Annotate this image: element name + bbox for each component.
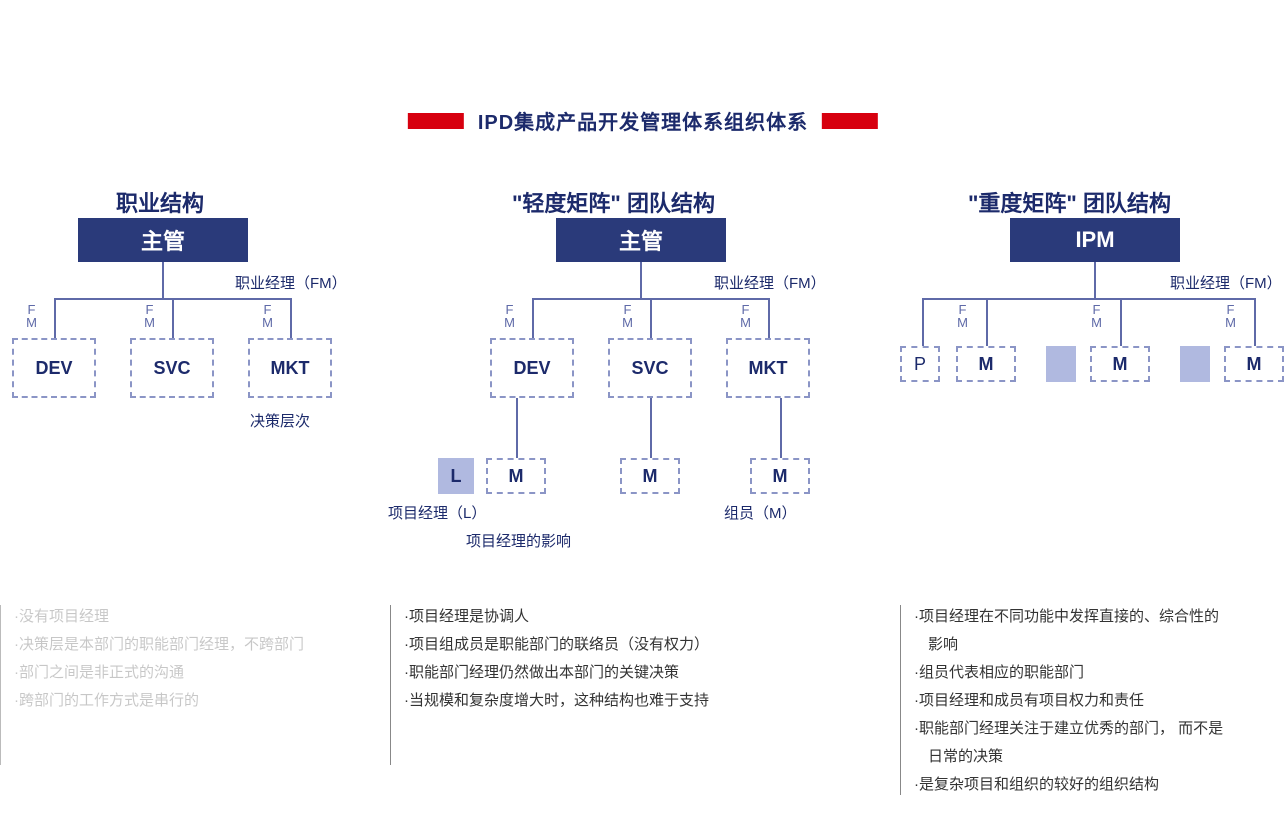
- col1-root-stem: [162, 262, 164, 298]
- col1-bullet-3: ·部门之间是非正式的沟通: [14, 661, 320, 685]
- col2-dept-svc-label: SVC: [631, 358, 668, 379]
- col3-link-1: [1046, 346, 1076, 382]
- col3-title: "重度矩阵" 团队结构: [968, 186, 1171, 218]
- col2-dept-dev-label: DEV: [513, 358, 550, 379]
- col2-drop-m2: [650, 398, 652, 458]
- col1-fm-v-3: FM: [260, 302, 275, 328]
- banner-right-bar: [822, 113, 878, 129]
- col3-p-label: P: [914, 354, 926, 375]
- col2-bullet-2: ·项目组成员是职能部门的联络员（没有权力）: [404, 633, 800, 657]
- col1-fm-v-2: FM: [142, 302, 157, 328]
- col3-m-3-label: M: [1247, 354, 1262, 375]
- col2-member-1: M: [486, 458, 546, 494]
- col1-dept-mkt: MKT: [248, 338, 332, 398]
- col1-drop-2: [172, 298, 174, 338]
- col1-dept-svc: SVC: [130, 338, 214, 398]
- col3-bullet-2: ·组员代表相应的职能部门: [914, 661, 1270, 685]
- col2-member-3: M: [750, 458, 810, 494]
- col3-m-2: M: [1090, 346, 1150, 382]
- col3-fm-v-3: FM: [1223, 302, 1238, 328]
- col2-fm-label: 职业经理（FM）: [714, 272, 826, 293]
- col2-drop-m1: [516, 398, 518, 458]
- col2-dept-dev: DEV: [490, 338, 574, 398]
- col2-dept-mkt-label: MKT: [749, 358, 788, 379]
- col2-member-1-label: M: [509, 466, 524, 487]
- col2-drop-1: [532, 298, 534, 338]
- col3-root-stem: [1094, 262, 1096, 298]
- col3-bullet-3: ·项目经理和成员有项目权力和责任: [914, 689, 1270, 713]
- col3-bullet-1: ·项目经理在不同功能中发挥直接的、综合性的: [914, 605, 1270, 629]
- col3-link-2: [1180, 346, 1210, 382]
- col2-bullets-sep: [390, 605, 391, 765]
- col3-m-2-label: M: [1113, 354, 1128, 375]
- col3-drop-1: [986, 298, 988, 346]
- col2-bullet-4: ·当规模和复杂度增大时，这种结构也难于支持: [404, 689, 800, 713]
- col3-fm-v-2: FM: [1089, 302, 1104, 328]
- col1-bullets: ·没有项目经理 ·决策层是本部门的职能部门经理，不跨部门 ·部门之间是非正式的沟…: [0, 605, 320, 717]
- col3-bullet-5: ·是复杂项目和组织的较好的组织结构: [914, 773, 1270, 797]
- col1-bullet-2: ·决策层是本部门的职能部门经理，不跨部门: [14, 633, 320, 657]
- col2-bullet-3: ·职能部门经理仍然做出本部门的关键决策: [404, 661, 800, 685]
- col2-root-stem: [640, 262, 642, 298]
- col1-root-label: 主管: [141, 224, 185, 256]
- col3-root-label: IPM: [1075, 227, 1114, 253]
- col1-drop-1: [54, 298, 56, 338]
- col2-fm-v-1: FM: [502, 302, 517, 328]
- col1-fm-v-1: FM: [24, 302, 39, 328]
- col2-bullets: ·项目经理是协调人 ·项目组成员是职能部门的联络员（没有权力） ·职能部门经理仍…: [390, 605, 800, 717]
- col2-member-2: M: [620, 458, 680, 494]
- col3-bullets: ·项目经理在不同功能中发挥直接的、综合性的 影响 ·组员代表相应的职能部门 ·项…: [900, 605, 1270, 801]
- col3-fm-label: 职业经理（FM）: [1170, 272, 1282, 293]
- col2-member-2-label: M: [643, 466, 658, 487]
- col1-dept-dev-label: DEV: [35, 358, 72, 379]
- col3-drop-0: [922, 298, 924, 346]
- col1-dept-dev: DEV: [12, 338, 96, 398]
- col2-caption-member: 组员（M）: [724, 502, 797, 523]
- col2-fm-v-3: FM: [738, 302, 753, 328]
- col3-bullet-4: ·职能部门经理关注于建立优秀的部门， 而不是: [914, 717, 1270, 741]
- col3-bullets-sep: [900, 605, 901, 795]
- col3-bullet-4b: 日常的决策: [914, 745, 1270, 769]
- col2-root: 主管: [556, 218, 726, 262]
- col1-bullet-1: ·没有项目经理: [14, 605, 320, 629]
- col3-bullet-1b: 影响: [914, 633, 1270, 657]
- col1-caption-decision: 决策层次: [250, 410, 310, 431]
- col3-drop-3: [1254, 298, 1256, 346]
- col1-drop-3: [290, 298, 292, 338]
- col2-title: "轻度矩阵" 团队结构: [512, 186, 715, 218]
- col2-drop-2: [650, 298, 652, 338]
- col3-drop-2: [1120, 298, 1122, 346]
- col2-drop-3: [768, 298, 770, 338]
- col2-fm-v-2: FM: [620, 302, 635, 328]
- col3-m-1-label: M: [979, 354, 994, 375]
- banner: IPD集成产品开发管理体系组织体系: [408, 106, 878, 135]
- banner-title: IPD集成产品开发管理体系组织体系: [478, 106, 808, 135]
- col2-member-3-label: M: [773, 466, 788, 487]
- col3-m-3: M: [1224, 346, 1284, 382]
- col1-dept-svc-label: SVC: [153, 358, 190, 379]
- col1-bullet-4: ·跨部门的工作方式是串行的: [14, 689, 320, 713]
- col2-bullet-1: ·项目经理是协调人: [404, 605, 800, 629]
- col1-bullets-sep: [0, 605, 1, 765]
- col2-drop-m3: [780, 398, 782, 458]
- col1-root: 主管: [78, 218, 248, 262]
- col3-root: IPM: [1010, 218, 1180, 262]
- col2-leader-label: L: [451, 466, 462, 487]
- diagram-canvas: IPD集成产品开发管理体系组织体系 职业结构 主管 职业经理（FM） FM FM…: [0, 0, 1286, 813]
- col3-p: P: [900, 346, 940, 382]
- col2-dept-svc: SVC: [608, 338, 692, 398]
- col2-root-label: 主管: [619, 224, 663, 256]
- col3-hbar: [922, 298, 1254, 300]
- banner-left-bar: [408, 113, 464, 129]
- col2-dept-mkt: MKT: [726, 338, 810, 398]
- col1-fm-label: 职业经理（FM）: [235, 272, 347, 293]
- col1-title: 职业结构: [116, 186, 204, 218]
- col2-caption-influence: 项目经理的影响: [466, 530, 571, 551]
- col2-caption-leader: 项目经理（L）: [388, 502, 486, 523]
- col3-fm-v-1: FM: [955, 302, 970, 328]
- col2-leader: L: [438, 458, 474, 494]
- col1-dept-mkt-label: MKT: [271, 358, 310, 379]
- col3-m-1: M: [956, 346, 1016, 382]
